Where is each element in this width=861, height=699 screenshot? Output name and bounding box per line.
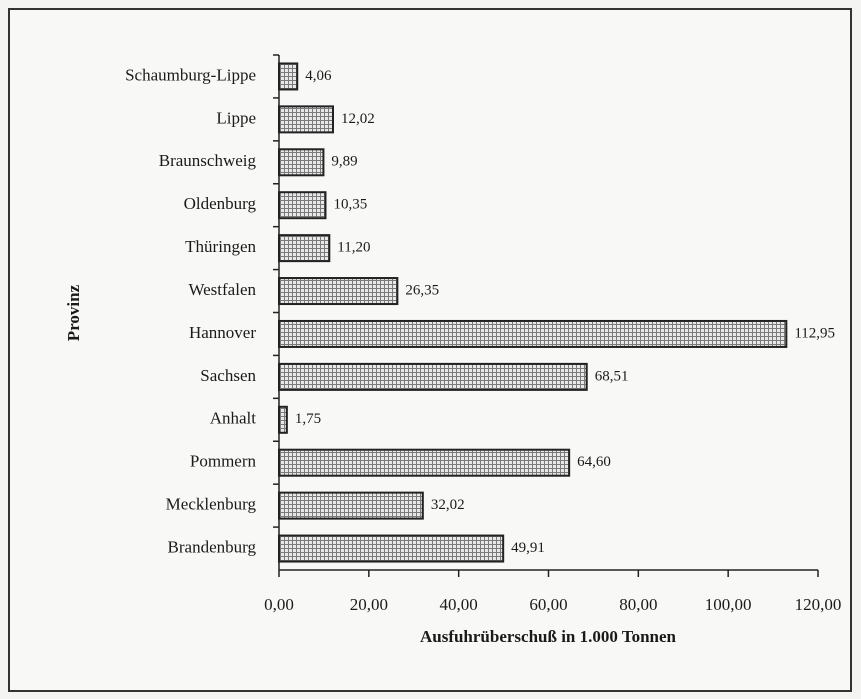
value-label: 10,35 [333, 197, 367, 213]
y-tick-label: Braunschweig [159, 151, 257, 170]
value-label: 112,95 [794, 325, 835, 341]
bar [278, 62, 299, 91]
value-label: 32,02 [431, 497, 465, 513]
value-label: 12,02 [341, 111, 375, 127]
bar [278, 234, 331, 263]
y-tick-label: Schaumburg-Lippe [125, 65, 256, 84]
x-tick-label: 60,00 [529, 595, 567, 614]
y-tick-label: Oldenburg [184, 194, 257, 213]
value-label: 26,35 [405, 282, 439, 298]
y-tick-label: Thüringen [185, 237, 256, 256]
value-label: 4,06 [305, 68, 332, 84]
bar [278, 491, 424, 520]
bar [278, 405, 288, 434]
x-tick-label: 0,00 [264, 595, 294, 614]
y-tick-label: Lippe [216, 108, 256, 127]
x-tick-label: 120,00 [795, 595, 842, 614]
value-label: 1,75 [295, 411, 321, 427]
value-label: 9,89 [331, 154, 357, 170]
y-tick-label: Sachsen [200, 366, 256, 385]
x-tick-label: 80,00 [619, 595, 657, 614]
frame [8, 8, 852, 692]
value-label: 49,91 [511, 540, 545, 556]
x-tick-label: 20,00 [350, 595, 388, 614]
value-label: 11,20 [337, 240, 370, 256]
y-tick-label: Hannover [189, 323, 256, 342]
bar [278, 534, 505, 563]
x-tick-label: 100,00 [705, 595, 752, 614]
x-axis-title: Ausfuhrüberschuß in 1.000 Tonnen [420, 627, 677, 646]
y-axis-title: Provinz [64, 284, 83, 341]
y-tick-label: Brandenburg [168, 537, 257, 556]
bar [278, 362, 588, 391]
bar [278, 148, 325, 177]
bar [278, 277, 399, 306]
bar [278, 105, 334, 134]
y-tick-label: Mecklenburg [166, 495, 257, 514]
x-tick-label: 40,00 [440, 595, 478, 614]
y-tick-label: Anhalt [210, 409, 257, 428]
value-label: 64,60 [577, 454, 611, 470]
value-label: 68,51 [595, 368, 629, 384]
y-tick-label: Pommern [190, 452, 257, 471]
y-tick-label: Westfalen [188, 280, 256, 299]
bar [278, 191, 327, 220]
bar [278, 448, 571, 477]
bar [278, 319, 788, 348]
